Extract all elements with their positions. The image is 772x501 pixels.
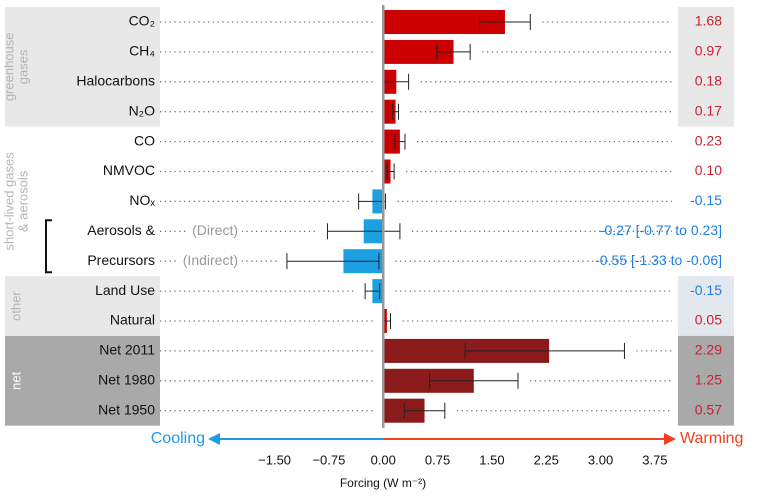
- category-label: NMVOC: [103, 162, 155, 178]
- category-label: Net 2011: [99, 342, 155, 358]
- group-label: other: [8, 291, 23, 321]
- warming-label: Warming: [680, 430, 743, 447]
- error-bar: [358, 193, 386, 210]
- group-label: gases: [15, 49, 30, 84]
- category-label: Halocarbons: [76, 73, 155, 89]
- category-label: Natural: [110, 312, 155, 328]
- category-label: CO: [134, 132, 155, 148]
- error-bar: [386, 163, 395, 180]
- value-label: 0.18: [695, 73, 722, 89]
- value-label: 0.97: [695, 43, 722, 59]
- warming-arrowhead: [664, 433, 676, 445]
- category-label: Precursors: [87, 252, 155, 268]
- value-label: 0.57: [695, 401, 722, 417]
- x-tick-label: 3.00: [588, 452, 613, 467]
- error-bar: [464, 342, 625, 359]
- annotation-background: [188, 222, 242, 239]
- value-label: 0.17: [695, 102, 722, 118]
- cooling-label: Cooling: [151, 430, 205, 447]
- category-label: NOₓ: [129, 192, 155, 208]
- x-axis-label: Forcing (W m⁻²): [340, 476, 426, 490]
- category-label: Aerosols &: [87, 222, 155, 238]
- value-label: -0.55 [-1.33 to -0.06]: [595, 252, 722, 268]
- error-bar: [286, 253, 380, 270]
- group-label: & aerosols: [15, 170, 30, 232]
- category-label: Land Use: [95, 282, 155, 298]
- group-label: net: [8, 371, 23, 389]
- error-bar: [364, 283, 381, 300]
- group-background: [5, 276, 160, 336]
- value-label: 0.23: [695, 132, 722, 148]
- x-tick-label: −0.75: [312, 452, 345, 467]
- error-bar: [429, 372, 519, 389]
- value-label: -0.27 [-0.77 to 0.23]: [600, 222, 722, 238]
- error-bar: [479, 14, 531, 30]
- bar: [383, 129, 400, 154]
- error-bar: [392, 103, 399, 120]
- error-bar: [403, 402, 446, 419]
- value-panel-background: [678, 276, 734, 336]
- value-label: 0.05: [695, 312, 722, 328]
- group-label: greenhouse: [1, 33, 16, 102]
- group-label: short-lived gases: [1, 152, 16, 251]
- category-label: Net 1980: [98, 372, 155, 388]
- value-label: 2.29: [695, 342, 722, 358]
- value-label: -0.15: [690, 192, 722, 208]
- value-label: 0.10: [695, 162, 722, 178]
- cooling-arrowhead: [208, 433, 220, 445]
- annotation: (Direct): [192, 222, 238, 238]
- x-tick-label: 1.50: [479, 452, 504, 467]
- category-label: CO₂: [129, 13, 155, 29]
- value-panel-background: [678, 7, 734, 127]
- category-label: N₂O: [129, 102, 156, 118]
- x-tick-label: 0.00: [371, 452, 396, 467]
- category-label: CH₄: [129, 43, 155, 59]
- x-tick-label: 0.75: [425, 452, 450, 467]
- group-background: [5, 7, 160, 127]
- x-tick-label: 3.75: [642, 452, 667, 467]
- value-panel-background: [678, 335, 734, 426]
- value-label: 1.25: [695, 372, 722, 388]
- annotation: (Indirect): [183, 252, 238, 268]
- value-label: -0.15: [690, 282, 722, 298]
- error-bar: [394, 133, 406, 150]
- value-label: 1.68: [695, 13, 722, 29]
- error-bar: [436, 43, 471, 60]
- x-tick-label: 2.25: [534, 452, 559, 467]
- category-label: Net 1950: [98, 401, 155, 417]
- annotation-background: [178, 251, 242, 268]
- bracket: [45, 219, 52, 274]
- group-background: [5, 335, 160, 426]
- x-tick-label: −1.50: [258, 452, 291, 467]
- error-bar: [326, 223, 401, 240]
